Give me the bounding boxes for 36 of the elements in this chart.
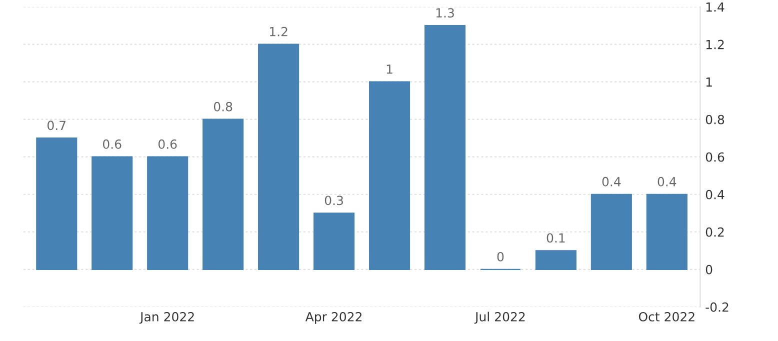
data-label: 1.2 (270, 26, 288, 36)
y-tick-label: 1.4 (706, 2, 724, 12)
bar (368, 81, 410, 270)
y-tick-label: 0 (706, 264, 712, 274)
data-label: 0.1 (546, 233, 565, 243)
data-label: 0.4 (602, 176, 621, 186)
y-tick-label: 1.2 (706, 40, 724, 50)
bar (258, 44, 300, 270)
y-tick-label: -0.2 (706, 302, 728, 312)
bar (646, 194, 688, 270)
bar (147, 156, 188, 270)
bar (424, 25, 466, 270)
data-label: 0.4 (658, 176, 676, 186)
bar (535, 250, 576, 270)
bar (202, 118, 244, 270)
data-label: 1 (386, 64, 392, 74)
x-tick-label: Oct 2022 (638, 312, 694, 322)
y-tick-label: 0.8 (706, 114, 724, 124)
data-label: 0.3 (324, 196, 343, 206)
bar (36, 138, 78, 270)
data-label: 0.6 (158, 139, 177, 149)
data-label: 0.7 (48, 120, 66, 130)
bar (314, 212, 355, 270)
x-tick-label: Jul 2022 (474, 312, 525, 324)
y-tick-label: 0.2 (706, 227, 724, 237)
data-label: 0.6 (102, 139, 122, 149)
data-label: 0 (497, 252, 504, 262)
bar (590, 194, 632, 270)
y-tick-label: 1 (706, 77, 712, 87)
bar (92, 156, 133, 270)
x-tick-label: Apr 2022 (305, 312, 362, 324)
y-tick-label: 0.6 (706, 152, 724, 162)
x-tick-label: Jan 2022 (139, 312, 194, 324)
y-tick-label: 0.4 (706, 190, 724, 200)
data-label: 1.3 (436, 8, 454, 18)
data-label: 0.8 (214, 102, 232, 112)
